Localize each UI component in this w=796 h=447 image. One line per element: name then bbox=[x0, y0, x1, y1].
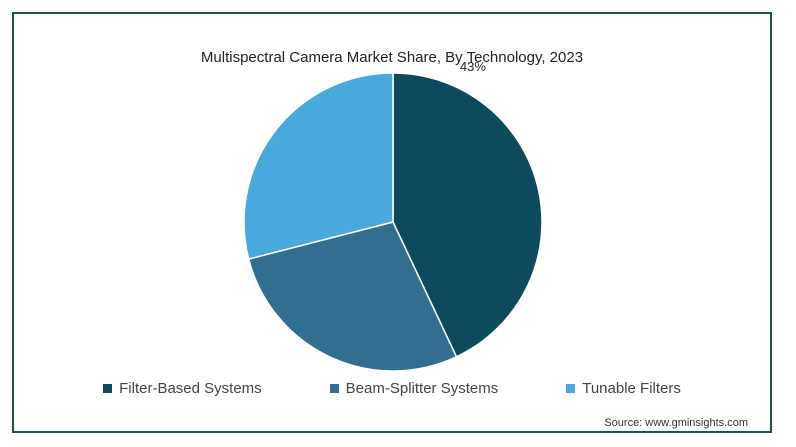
legend-swatch bbox=[566, 384, 576, 393]
legend-item: Tunable Filters bbox=[566, 380, 681, 397]
legend-item: Filter-Based Systems bbox=[103, 380, 262, 397]
pie-slice-beam-splitter-systems bbox=[247, 221, 458, 372]
source-note: Source: www.gminsights.com bbox=[604, 417, 748, 429]
legend-label: Filter-Based Systems bbox=[119, 380, 262, 397]
chart-title: Multispectral Camera Market Share, By Te… bbox=[200, 49, 584, 66]
legend-swatch bbox=[103, 384, 113, 393]
pie-data-label: 43% bbox=[460, 59, 486, 74]
legend-label: Tunable Filters bbox=[582, 380, 681, 397]
pie-slice-filter-based-systems bbox=[392, 72, 543, 358]
chart-legend: Filter-Based Systems Beam-Splitter System… bbox=[14, 380, 770, 397]
legend-item: Beam-Splitter Systems bbox=[329, 380, 499, 397]
legend-swatch bbox=[329, 384, 339, 393]
legend-label: Beam-Splitter Systems bbox=[345, 380, 499, 397]
pie-slice-tunable-filters bbox=[243, 72, 394, 260]
